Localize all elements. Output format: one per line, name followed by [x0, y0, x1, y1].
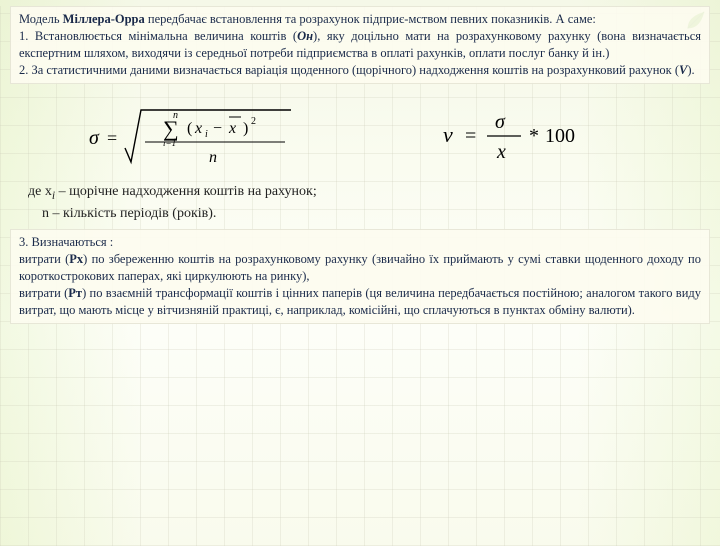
- p3-l2a: витрати (: [19, 252, 69, 266]
- svg-text:100: 100: [545, 125, 575, 147]
- symbol-on: Он: [297, 29, 313, 43]
- svg-text:ν: ν: [443, 122, 453, 147]
- svg-text:(: (: [187, 120, 192, 137]
- item1-a: 1. Встановлюється мінімальна величина ко…: [19, 29, 297, 43]
- svg-text:=: =: [465, 125, 476, 147]
- symbol-rx: Рх: [69, 252, 83, 266]
- svg-text:−: −: [213, 120, 222, 137]
- model-title: Міллера-Орра: [63, 12, 145, 26]
- legend-block: де xi – щорічне надходження коштів на ра…: [28, 182, 702, 224]
- svg-text:σ: σ: [495, 111, 506, 133]
- intro-rest: передбачає встановлення та розрахунок пі…: [145, 12, 596, 26]
- intro-prefix: Модель: [19, 12, 63, 26]
- svg-text:=: =: [107, 128, 117, 148]
- formula-nu: ν = σ x * 100: [435, 100, 635, 170]
- svg-text:n: n: [209, 149, 217, 166]
- legend-1a: де x: [28, 184, 52, 199]
- legend-line-1: де xi – щорічне надходження коштів на ра…: [28, 182, 702, 204]
- legend-line-2: n – кількість періодів (років).: [28, 204, 702, 224]
- formula-row: σ = n ∑ i=1 ( x i − x ) 2 n ν = σ: [20, 92, 700, 178]
- svg-text:x: x: [194, 120, 202, 137]
- svg-text:i: i: [205, 129, 208, 140]
- svg-text:x: x: [228, 120, 236, 137]
- panel-costs: 3. Визначаються : витрати (Рх) по збереж…: [10, 229, 710, 323]
- panel-intro: Модель Міллера-Орра передбачає встановле…: [10, 6, 710, 84]
- item2-a: 2. За статистичними даними визначається …: [19, 63, 679, 77]
- svg-text:x: x: [496, 141, 506, 163]
- svg-text:2: 2: [251, 116, 256, 127]
- p3-l2b: ) по збереженню коштів на розрахунковому…: [19, 252, 701, 283]
- legend-1b: – щорічне надходження коштів на рахунок;: [55, 184, 317, 199]
- p3-head: 3. Визначаються :: [19, 235, 113, 249]
- p3-l3b: ) по взаємній трансформації коштів і цін…: [19, 286, 701, 317]
- svg-text:σ: σ: [89, 127, 100, 149]
- symbol-rt: Рт: [68, 286, 82, 300]
- formula-sigma: σ = n ∑ i=1 ( x i − x ) 2 n: [85, 92, 305, 178]
- svg-text:*: *: [529, 125, 539, 147]
- svg-text:): ): [243, 120, 248, 137]
- svg-text:i=1: i=1: [163, 138, 176, 148]
- item2-b: ).: [687, 63, 694, 77]
- p3-l3a: витрати (: [19, 286, 68, 300]
